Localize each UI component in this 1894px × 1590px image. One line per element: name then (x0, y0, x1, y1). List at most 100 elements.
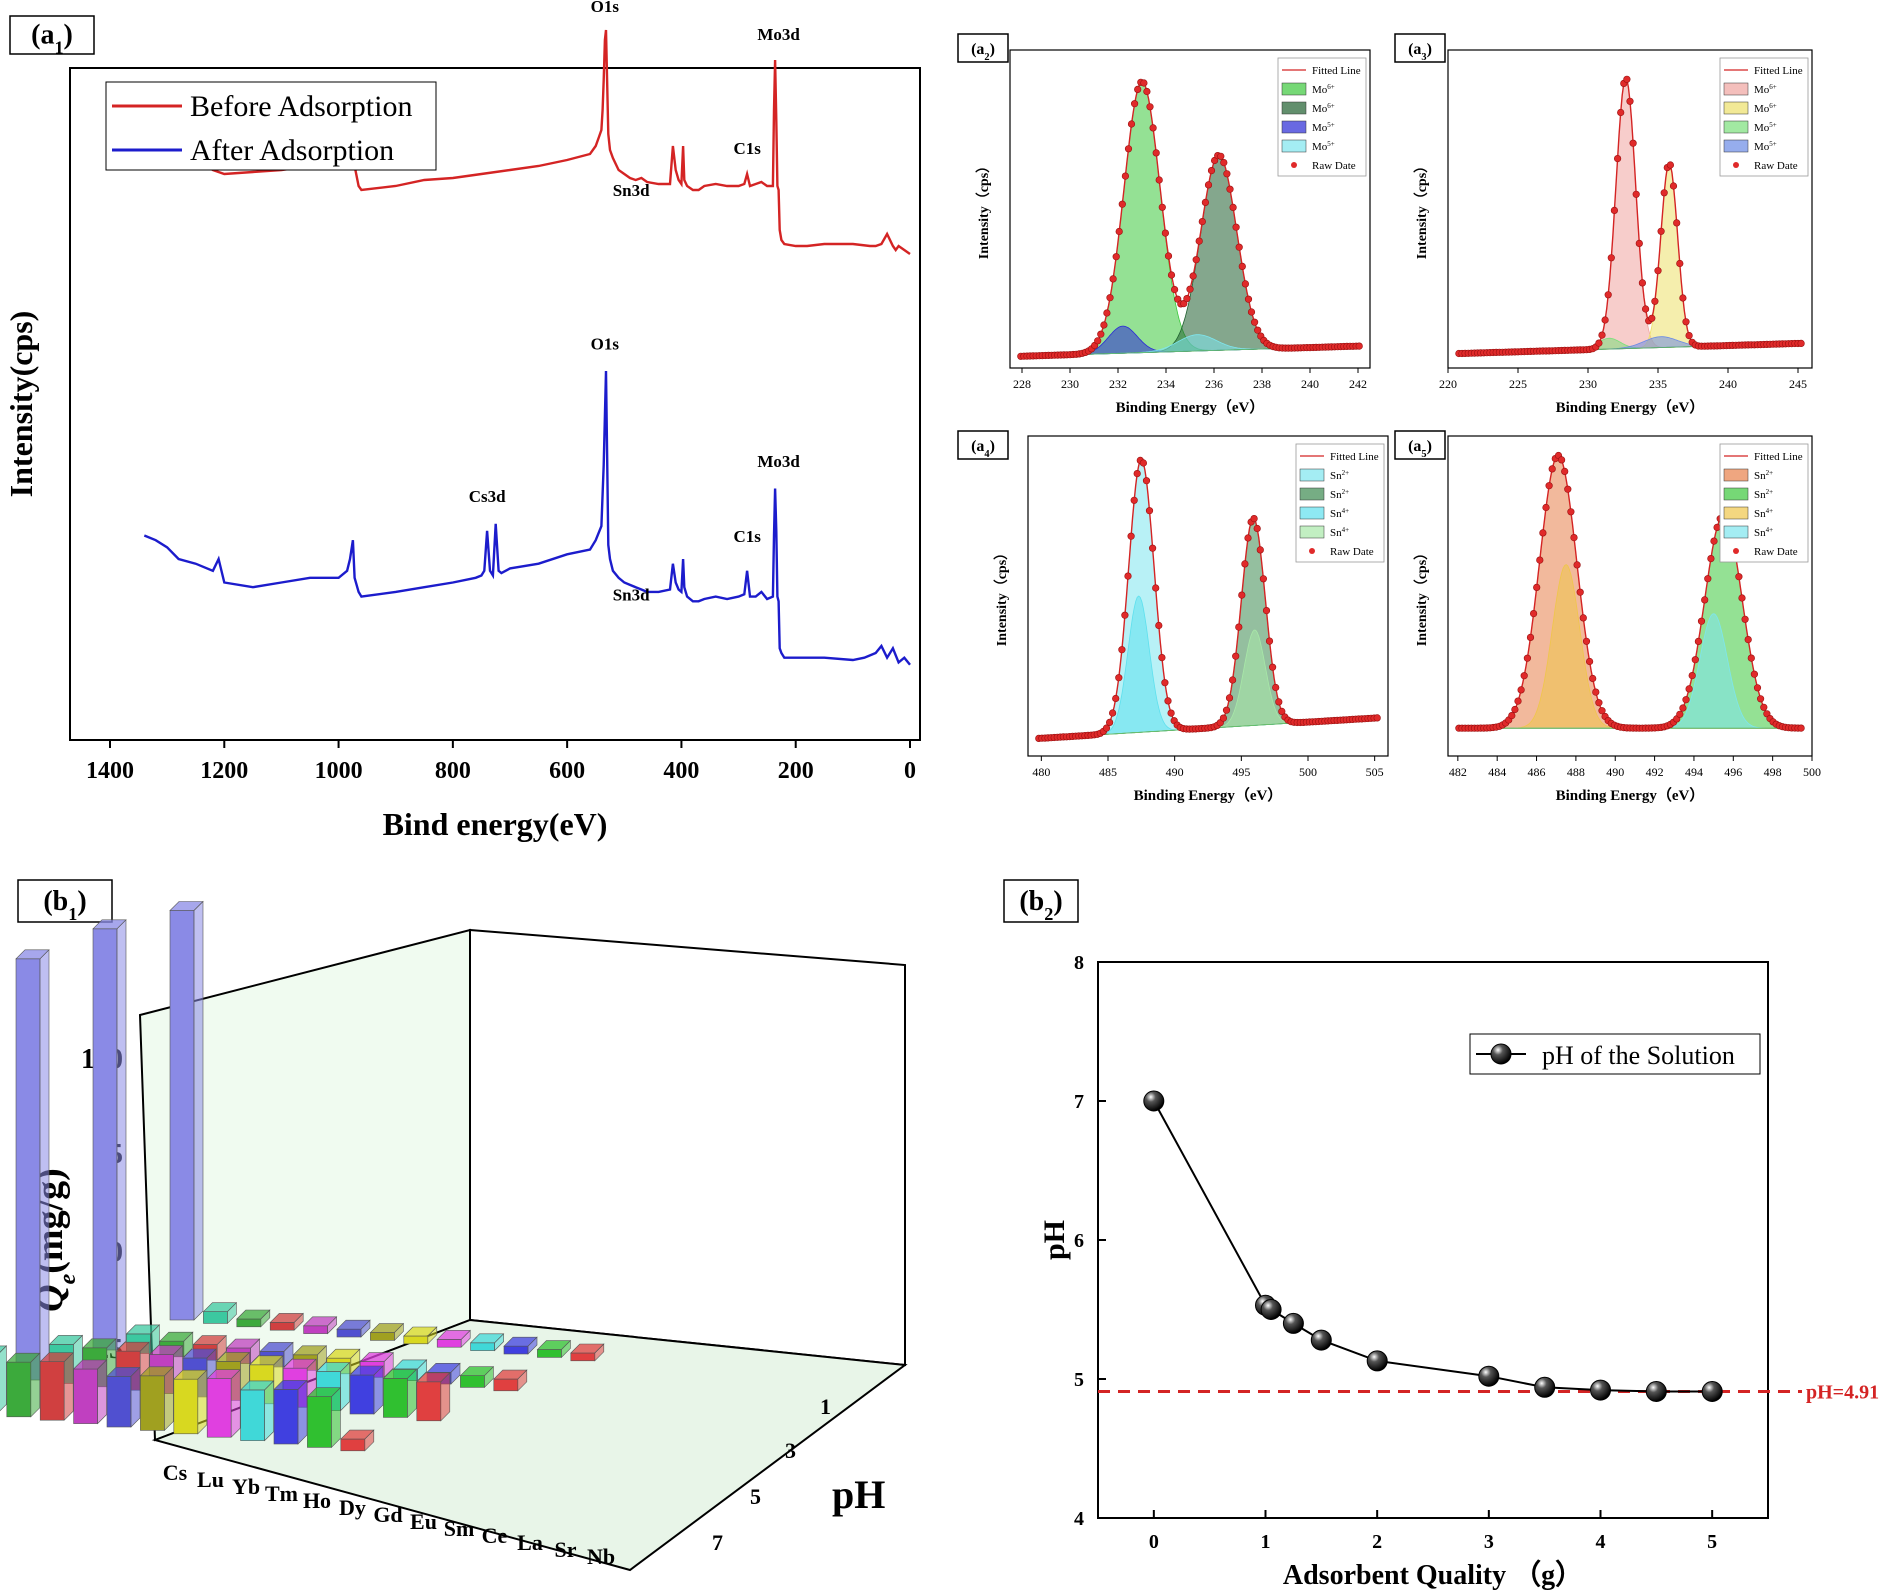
b1-bar (73, 1368, 98, 1424)
b1-bar-side (183, 1331, 194, 1358)
fit-raw-data-point (1133, 470, 1141, 478)
fit-raw-data-point (1272, 683, 1280, 692)
b2-x-tick-label: 0 (1149, 1531, 1159, 1553)
fit-raw-data-point (1143, 87, 1151, 96)
b1-bar-side (331, 1386, 341, 1449)
fit-raw-data-point (1685, 685, 1693, 693)
fit-legend-dot (1733, 162, 1739, 168)
fit-raw-data-point (1124, 145, 1133, 153)
a1-peak-annotation: O1s (591, 0, 620, 16)
b2-data-point (1310, 1329, 1332, 1351)
b1-bar-side (250, 1338, 260, 1365)
fit-raw-data-point (1250, 318, 1259, 326)
b1-bar-side (327, 1316, 337, 1335)
fit-legend-label: Fitted Line (1754, 65, 1803, 77)
b2-x-tick-label: 1 (1261, 1531, 1271, 1553)
fit-raw-data-point (1747, 654, 1755, 662)
fit-x-tick-label: 245 (1789, 377, 1807, 391)
fit-raw-data-point (1217, 152, 1225, 160)
fit-x-tick-label: 485 (1099, 765, 1117, 779)
fit-raw-data-point (1226, 185, 1234, 193)
fit-raw-data-point (1142, 477, 1151, 485)
b2-y-tick-label: 7 (1074, 1091, 1084, 1113)
fit-raw-data-point (1585, 657, 1594, 666)
b1-bar (349, 1374, 375, 1415)
fit-legend-label: Raw Date (1754, 546, 1798, 558)
fit-y-axis-label: Intensity（cps） (994, 546, 1010, 646)
b1-bar-side (394, 1322, 404, 1342)
a1-x-tick-label: 1000 (315, 758, 363, 784)
fit-raw-data-point (1259, 575, 1267, 583)
fit-raw-data-point (1598, 331, 1606, 339)
a1-x-tick-label: 600 (549, 758, 585, 784)
b1-bar-side (450, 1362, 461, 1385)
fit-legend-swatch (1299, 506, 1325, 520)
fit-x-tick-label: 235 (1649, 377, 1667, 391)
fit-legend-box (1719, 443, 1809, 563)
fit-x-tick-label: 495 (1232, 765, 1250, 779)
b2-series-line (1152, 1100, 1713, 1393)
fit-legend-swatch (1723, 468, 1749, 482)
fit-raw-data-point (1244, 295, 1253, 303)
fit-legend-label: Raw Date (1754, 160, 1798, 172)
b1-bar-side (440, 1372, 451, 1422)
b1-bar (383, 1378, 408, 1418)
b1-ph-tick-label: 7 (712, 1530, 723, 1555)
fit-legend-label: Fitted Line (1330, 451, 1379, 463)
fit-raw-data-point (1140, 79, 1148, 87)
b1-bar (206, 1378, 232, 1438)
fit-raw-data-point (1094, 337, 1102, 345)
fit-legend-dot (1291, 162, 1297, 168)
fit-raw-data-point (1139, 459, 1147, 467)
fit-x-axis-label: Binding Energy（eV） (1134, 786, 1283, 804)
a1-plot-frame (69, 67, 921, 741)
fit-raw-data-point (1238, 591, 1246, 599)
fit-x-tick-label: 242 (1349, 377, 1367, 391)
fit-raw-data-point (1232, 652, 1240, 660)
b1-category-label: Ce (482, 1523, 508, 1548)
b1-bar-side (293, 1312, 304, 1331)
b1-bar-side (350, 1348, 361, 1375)
fit-raw-data-point (1189, 272, 1197, 280)
fit-x-tick-label: 486 (1528, 765, 1546, 779)
fit-raw-data-point (1207, 167, 1216, 175)
fit-raw-data-point (1161, 679, 1169, 687)
b1-bar-side (116, 919, 127, 1351)
fit-raw-data-point (1183, 295, 1191, 303)
fit-raw-data-point (1533, 583, 1541, 592)
b1-bar-side (407, 1368, 417, 1419)
fit-raw-data-point (1707, 554, 1715, 563)
b1-bar-side (0, 1345, 7, 1412)
fit-x-tick-label: 230 (1579, 377, 1597, 391)
fit-raw-data-point (1573, 561, 1581, 569)
a1-x-tick-label: 1200 (200, 758, 248, 784)
b2-x-tick-label: 4 (1596, 1531, 1606, 1553)
fit-raw-data-point (1232, 223, 1240, 231)
fit-raw-data-point (1713, 523, 1721, 532)
b2-legend-marker (1490, 1043, 1512, 1065)
fit-raw-data-point (1256, 546, 1264, 554)
b2-x-tick-label: 3 (1484, 1531, 1494, 1553)
fit-raw-data-point (1127, 120, 1136, 128)
fit-raw-data-point (1641, 305, 1650, 313)
fit-x-tick-label: 480 (1032, 765, 1050, 779)
b2-y-axis-label: pH (1038, 1220, 1071, 1260)
fit-raw-data-point (1735, 573, 1743, 581)
fit-raw-data-point (1198, 218, 1206, 226)
panel-label: (a4) (971, 438, 995, 460)
fit-plot-frame (1027, 435, 1389, 757)
fit-raw-data-point (1523, 654, 1531, 662)
fit-raw-data-point (1579, 614, 1587, 622)
fit-legend-swatch (1299, 468, 1325, 482)
fit-raw-data-point (1222, 706, 1231, 714)
fit-raw-data-point (1103, 309, 1111, 317)
fit-raw-data-point (1595, 339, 1603, 347)
fit-raw-data-point (1102, 724, 1111, 732)
b1-bar (493, 1378, 519, 1392)
fit-x-tick-label: 500 (1803, 765, 1821, 779)
fit-raw-data-point (1676, 710, 1684, 718)
b1-bar (140, 1375, 165, 1431)
fit-raw-data-point (1676, 259, 1684, 268)
fit-legend-swatch (1281, 82, 1307, 96)
fit-y-axis-label: Intensity（cps） (1414, 546, 1430, 646)
